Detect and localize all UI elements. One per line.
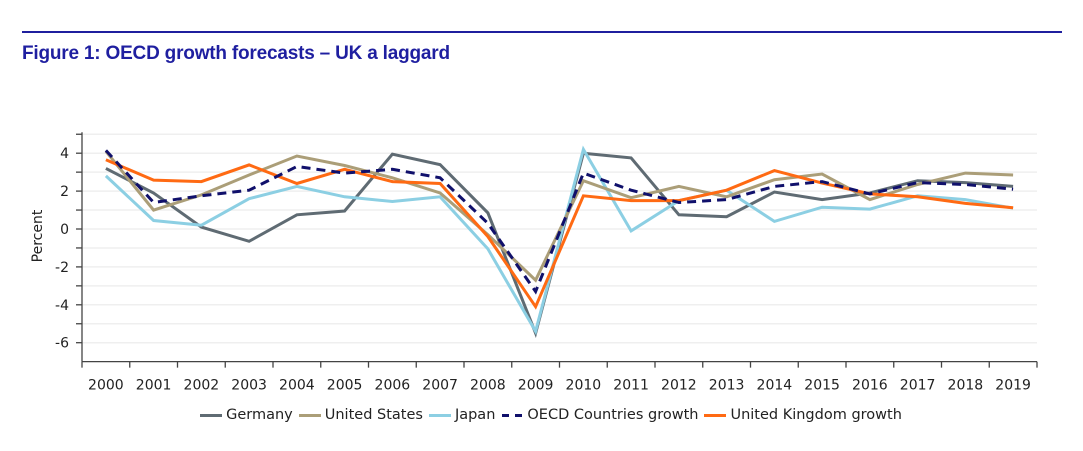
legend-label: Germany: [226, 407, 293, 423]
legend-swatch: [704, 413, 727, 417]
legend-label: Japan: [454, 407, 496, 423]
legend-label: United States: [324, 407, 423, 423]
chart-legend: Germany United States Japan OECD Countries …: [0, 407, 1083, 423]
series-line-united-states: [104, 150, 1014, 283]
y-axis-title: Percent: [30, 209, 46, 262]
x-tick-label: 2016: [852, 378, 888, 394]
legend-swatch: [298, 413, 321, 417]
x-tick-label: 2000: [88, 378, 124, 394]
y-tick-label: 0: [60, 222, 69, 238]
x-tick-label: 2008: [470, 378, 506, 394]
legend-item: Germany: [200, 407, 293, 423]
legend-item: United States: [298, 407, 423, 423]
x-tick-label: 2005: [327, 378, 363, 394]
x-tick-label: 2018: [948, 378, 984, 394]
legend-label: United Kingdom growth: [730, 407, 902, 423]
x-tick-label: 2011: [613, 378, 649, 394]
legend-swatch: [501, 413, 523, 417]
legend-swatch: [428, 413, 451, 417]
x-tick-label: 2017: [900, 378, 936, 394]
legend-item: United Kingdom growth: [704, 407, 902, 423]
x-tick-label: 2004: [279, 378, 315, 394]
x-tick-label: 2009: [518, 378, 554, 394]
x-tick-label: 2010: [566, 378, 602, 394]
x-tick-label: 2012: [661, 378, 697, 394]
y-tick-labels: 4 2 0 -2 -4 -6: [55, 146, 69, 352]
x-tick-label: 2007: [422, 378, 458, 394]
x-tick-label: 2006: [375, 378, 411, 394]
x-tick-label: 2013: [709, 378, 745, 394]
legend-label: OECD Countries growth: [527, 407, 699, 423]
x-tick-label: 2015: [804, 378, 840, 394]
axes: [76, 132, 1038, 368]
x-tick-label: 2019: [995, 378, 1031, 394]
legend-swatch: [200, 413, 223, 417]
y-tick-label: -6: [55, 336, 69, 352]
x-tick-label: 2014: [757, 378, 793, 394]
x-tick-label: 2001: [136, 378, 172, 394]
legend-item: Japan: [428, 407, 496, 423]
series-lines: [104, 145, 1014, 338]
series-line-japan: [104, 145, 1014, 336]
x-tick-label: 2002: [184, 378, 220, 394]
legend-item: OECD Countries growth: [501, 407, 698, 423]
y-tick-label: 4: [60, 146, 69, 162]
x-tick-label: 2003: [231, 378, 267, 394]
y-tick-label: 2: [60, 184, 69, 200]
series-line-oecd-countries-growth: [104, 149, 1014, 295]
figure-title: Figure 1: OECD growth forecasts – UK a l…: [22, 43, 450, 64]
y-tick-label: -4: [55, 298, 69, 314]
series-line-united-kingdom-growth: [105, 158, 1014, 310]
x-tick-labels: 2000 2001 2002 2003 2004 2005 2006 2007 2008 2009…: [88, 378, 1031, 394]
y-tick-label: -2: [55, 260, 69, 276]
title-rule: [22, 31, 1062, 33]
